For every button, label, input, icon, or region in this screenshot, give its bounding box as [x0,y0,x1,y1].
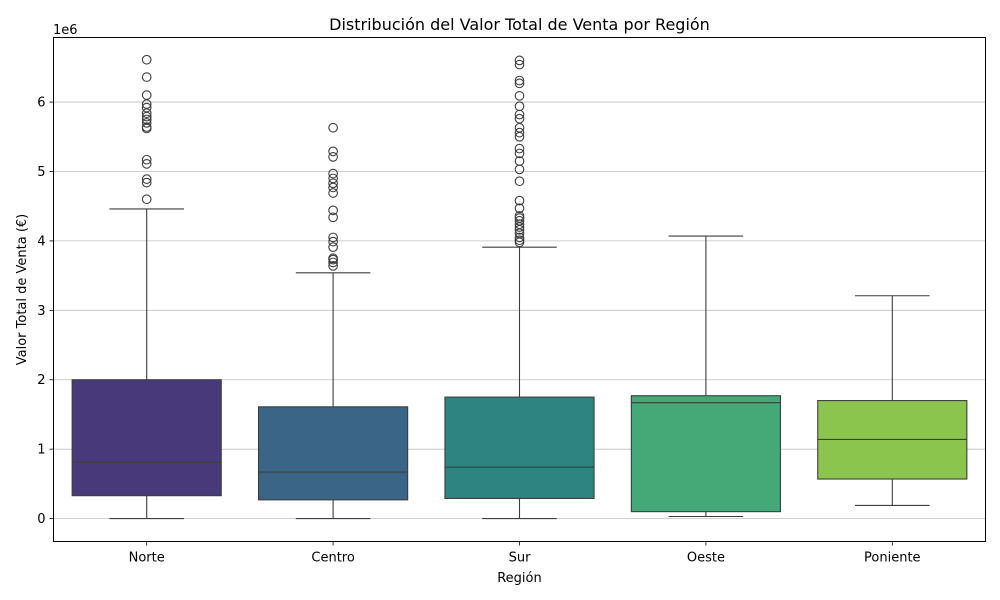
box-iqr [257,406,409,501]
x-tick-label: Sur [509,551,531,566]
chart-title: Distribución del Valor Total de Venta po… [329,15,710,34]
outlier-point [514,78,525,89]
outlier-point [514,164,525,175]
outlier-point [514,55,525,66]
y-tick-label: 3 [37,304,45,319]
y-tick-label: 4 [37,234,45,249]
outlier-point [514,203,525,214]
box-group-sur [444,55,595,520]
outlier-point [514,59,525,70]
outlier-point [328,152,338,162]
outlier-point [514,148,525,159]
outlier-point [514,113,525,124]
outlier-point [141,154,152,165]
outlier-point [141,194,152,205]
box-iqr [71,379,222,497]
y-tick-label: 0 [37,512,45,527]
outlier-point [514,127,525,138]
outlier-point [328,205,338,216]
outlier-point [328,173,338,184]
outlier-point [141,122,152,132]
outlier-point [141,102,152,113]
outlier-point [328,236,338,247]
y-tick-label: 2 [37,373,45,388]
outlier-point [141,174,152,184]
outlier-point [141,72,152,82]
x-tick-label: Oeste [687,551,725,566]
box-iqr [630,395,782,513]
outlier-point [328,253,338,264]
outlier-point [514,90,525,101]
outlier-point [328,178,338,189]
x-axis-ticks: Norte Centro Sur Oeste Poniente [129,541,921,566]
x-tick-label: Poniente [864,551,921,566]
outlier-point [514,211,525,221]
y-tick-label: 6 [37,96,45,111]
outlier-point [328,146,338,157]
outlier-point [514,101,525,112]
outlier-point [514,122,525,133]
outlier-point [328,242,338,253]
box-series [71,54,968,520]
outlier-point [514,75,525,86]
outlier-point [328,188,338,198]
box-group-centro [257,122,409,520]
outlier-point [328,168,338,179]
outlier-point [328,257,338,268]
outlier-point [514,237,525,248]
outlier-point [514,156,525,166]
outlier-point [141,118,152,128]
y-axis-label: Valor Total de Venta (€) [15,214,30,366]
box-group-norte [71,54,222,520]
y-offset-text: 1e6 [53,23,78,38]
outlier-point [514,215,525,226]
outlier-point [328,232,338,243]
x-axis-label: Región [497,571,542,586]
outlier-point [514,195,525,206]
outlier-point [328,261,338,271]
outlier-point [514,232,525,243]
outlier-point [514,143,525,154]
outlier-point [141,90,152,100]
outlier-point [328,122,338,133]
y-axis-ticks: 0 1 2 3 4 5 6 [37,96,54,527]
x-tick-label: Centro [311,551,354,566]
outlier-point [141,54,152,65]
outlier-point [141,158,152,169]
outlier-point [514,235,525,246]
y-tick-label: 5 [37,165,45,180]
x-tick-label: Norte [129,551,165,566]
outlier-point [514,176,525,187]
outlier-point [141,177,152,188]
y-tick-label: 1 [37,443,45,458]
box-iqr [444,396,595,500]
outlier-point [328,212,338,223]
box-group-oeste [630,235,782,518]
box-group-poniente [817,295,968,506]
outlier-point [141,114,152,125]
